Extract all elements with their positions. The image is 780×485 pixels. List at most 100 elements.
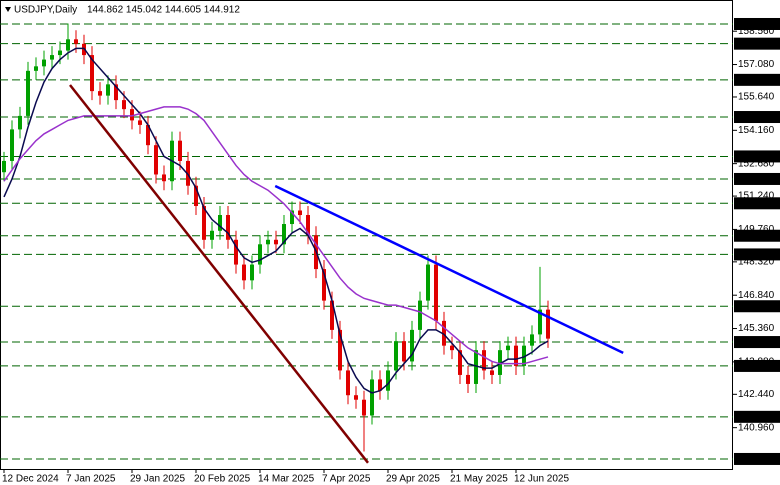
x-tick-label: 14 Mar 2025 [258, 474, 315, 485]
candle-body [370, 379, 374, 416]
level-box [734, 300, 780, 313]
candle-body [146, 124, 150, 146]
candle-body [58, 50, 62, 56]
y-tick-label: 155.640 [738, 92, 775, 103]
candle-body [362, 399, 366, 416]
candle-body [18, 115, 22, 130]
level-box [734, 229, 780, 242]
x-tick-label: 21 May 2025 [450, 474, 508, 485]
axis: 158.560 157.080 155.640 154.160 152.680 151.2… [2, 17, 780, 485]
candle-body [466, 374, 470, 384]
trend-line [274, 184, 624, 354]
candle-body [138, 120, 142, 125]
y-tick-label: 152.680 [738, 158, 775, 169]
level-box [734, 73, 780, 86]
candle-body [226, 215, 230, 240]
y-tick-label: 145.360 [738, 323, 775, 334]
level-box [734, 37, 780, 50]
candle-body [474, 350, 478, 384]
candle-body [514, 345, 518, 366]
candle-body [442, 320, 446, 346]
level-label: 158.880 [737, 19, 774, 30]
level-label: 139.570 [737, 454, 774, 465]
menu-arrow[interactable] [5, 7, 11, 12]
x-tick-label: 29 Jan 2025 [130, 474, 185, 485]
x-tick-label: 7 Apr 2025 [322, 474, 371, 485]
candle-body [218, 215, 222, 231]
candle-body [114, 84, 118, 101]
level-label: 141.440 [737, 411, 774, 422]
candle-body [202, 205, 206, 240]
level-box [734, 336, 780, 349]
level-label: 153.000 [737, 151, 774, 162]
candle-body [2, 160, 6, 173]
candle-body [250, 264, 254, 281]
candle-body [42, 59, 46, 67]
y-tick-label: 142.440 [738, 389, 775, 400]
x-tick-label: 20 Feb 2025 [194, 474, 251, 485]
candle-body [498, 350, 502, 375]
y-tick-label: 157.080 [738, 59, 775, 70]
candle-body [530, 334, 534, 346]
grid [0, 23, 733, 460]
candle-body [458, 350, 462, 375]
x-tick-label: 7 Jan 2025 [66, 474, 116, 485]
ohlc-quote: 144.862 145.042 144.605 144.912 [87, 5, 240, 16]
candle-body [34, 66, 38, 71]
candle-body [122, 100, 126, 110]
plot-frame [0, 0, 733, 470]
candle-body [394, 341, 398, 371]
y-tick-label: 148.320 [738, 257, 775, 268]
level-box [734, 248, 780, 261]
candle-body [538, 309, 542, 335]
candle-body [234, 239, 238, 265]
x-tick-label: 12 Dec 2024 [2, 474, 59, 485]
level-box [734, 17, 780, 30]
level-label: 149.480 [737, 230, 774, 241]
candle-body [266, 239, 270, 245]
candle-body [450, 345, 454, 351]
candle-body [426, 264, 430, 301]
candle-body [322, 269, 326, 301]
candle-body [154, 145, 158, 175]
candle-body [378, 379, 382, 391]
y-tick-label: 158.560 [738, 26, 775, 37]
candle-body [330, 300, 334, 330]
level-label: 148.650 [737, 249, 774, 260]
level-box [734, 150, 780, 163]
candle-body [130, 109, 134, 121]
trend-line [69, 84, 369, 464]
symbol-title: USDJPY,Daily [14, 5, 77, 16]
level-label: 154.750 [737, 112, 774, 123]
y-tick-label: 154.160 [738, 125, 775, 136]
level-box [734, 359, 780, 372]
level-box [734, 172, 780, 185]
candle-body [346, 370, 350, 396]
y-tick-label: 140.960 [738, 422, 775, 433]
candle-body [434, 264, 438, 321]
level-box [734, 410, 780, 423]
candle-body [162, 174, 166, 182]
candle-body [66, 39, 70, 51]
level-box [734, 197, 780, 210]
y-tick-label: 146.840 [738, 290, 775, 301]
candle-body [386, 370, 390, 391]
moving-average [3, 47, 549, 394]
candle-body [274, 239, 278, 245]
candle-body [482, 350, 486, 371]
candle-body [90, 55, 94, 92]
candle-body [194, 185, 198, 206]
candle-body [98, 91, 102, 96]
candle-body [74, 39, 78, 44]
candle-body [10, 129, 14, 161]
level-label: 144.760 [737, 337, 774, 348]
level-box [734, 111, 780, 124]
candle-body [50, 55, 54, 60]
y-tick-label: 149.760 [738, 224, 775, 235]
x-tick-label: 12 Jun 2025 [514, 474, 569, 485]
candle-body [106, 84, 110, 96]
candle-body [506, 345, 510, 351]
candle-body [178, 140, 182, 161]
candle-body [282, 224, 286, 245]
